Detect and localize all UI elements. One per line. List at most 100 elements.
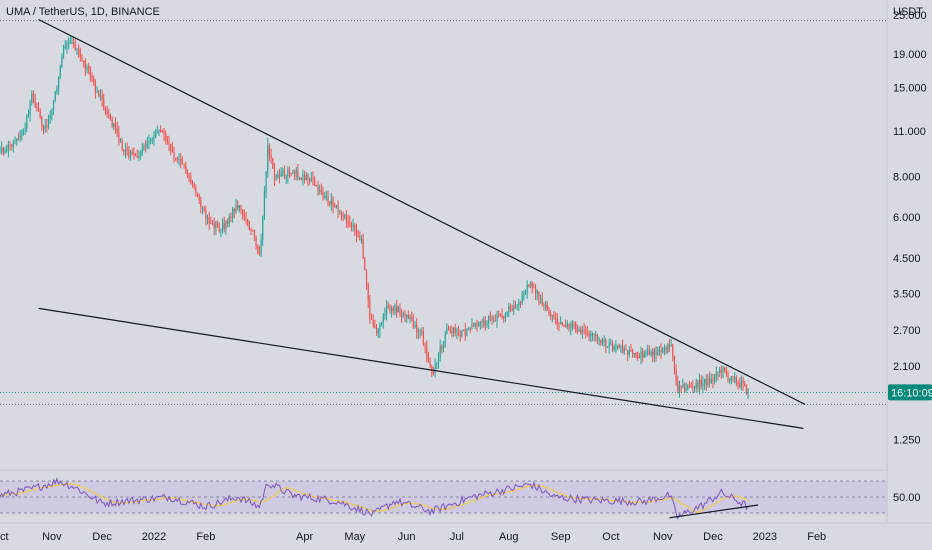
price-axis[interactable]: 25.000 19.000 15.000 11.000 8.000 6.000 4.500 3… bbox=[893, 10, 927, 504]
currency-label: USDT bbox=[893, 6, 923, 18]
candle-body bbox=[146, 142, 148, 148]
candle bbox=[22, 128, 25, 136]
candle bbox=[384, 307, 386, 320]
candle-body bbox=[270, 154, 272, 159]
candle-body bbox=[647, 351, 649, 353]
candle-body bbox=[414, 324, 416, 328]
candle-body bbox=[630, 349, 632, 352]
candle-body bbox=[556, 319, 558, 324]
candle bbox=[330, 193, 332, 211]
candle-body bbox=[429, 362, 431, 366]
trendlines-layer[interactable] bbox=[38, 18, 806, 429]
candle-body bbox=[362, 239, 364, 259]
candle-body bbox=[568, 324, 570, 329]
candle-body bbox=[190, 178, 192, 183]
candle bbox=[74, 38, 76, 52]
candle-body bbox=[31, 93, 33, 104]
candle-body bbox=[581, 329, 584, 333]
time-axis[interactable]: Oct Nov Dec 2022 Feb Apr May Jun Jul Aug Sep Oct Nov… bbox=[0, 531, 826, 543]
candle-body bbox=[186, 171, 189, 177]
candle-body bbox=[588, 332, 590, 337]
candle-body bbox=[601, 341, 604, 343]
trendline-upper[interactable] bbox=[38, 18, 806, 405]
candle bbox=[688, 380, 691, 389]
candle-body bbox=[565, 325, 567, 327]
candle-body bbox=[211, 223, 214, 225]
candles-layer[interactable] bbox=[0, 35, 749, 400]
candle-body bbox=[59, 67, 61, 78]
candle bbox=[663, 344, 666, 356]
candle bbox=[108, 108, 110, 119]
candle-body bbox=[121, 140, 123, 150]
candle bbox=[416, 318, 418, 339]
candle bbox=[626, 349, 629, 362]
candle-body bbox=[620, 346, 622, 349]
candle-body bbox=[481, 322, 483, 324]
candle-body bbox=[312, 178, 314, 180]
candle-body bbox=[660, 348, 662, 353]
candle-body bbox=[409, 316, 411, 319]
time-tick-label: Jun bbox=[398, 531, 416, 543]
candle bbox=[198, 193, 200, 204]
candle bbox=[401, 308, 403, 323]
candle bbox=[745, 384, 748, 395]
horizontal-lines-layer bbox=[0, 20, 887, 405]
candle bbox=[297, 163, 299, 181]
candle bbox=[315, 185, 317, 187]
candle-body bbox=[650, 351, 652, 356]
candle-body bbox=[720, 370, 722, 373]
candle-body bbox=[421, 331, 423, 333]
candle-body bbox=[404, 313, 406, 317]
candle-body bbox=[298, 177, 301, 179]
candle-body bbox=[452, 327, 455, 334]
candle-body bbox=[401, 315, 403, 317]
candle bbox=[464, 322, 466, 341]
candle bbox=[305, 172, 307, 181]
candle bbox=[519, 300, 522, 308]
candle-body bbox=[566, 324, 568, 327]
candle bbox=[215, 220, 217, 235]
candle-body bbox=[11, 144, 13, 147]
candle-body bbox=[406, 314, 408, 317]
candle bbox=[2, 146, 4, 157]
candle-body bbox=[148, 140, 150, 143]
candle-body bbox=[380, 322, 383, 325]
candle-body bbox=[357, 235, 359, 237]
candle-body bbox=[698, 379, 701, 389]
candle bbox=[272, 157, 274, 170]
candle-body bbox=[596, 335, 599, 341]
candle-body bbox=[469, 329, 471, 331]
candle bbox=[429, 357, 431, 369]
trendline-lower[interactable] bbox=[38, 307, 804, 429]
candle bbox=[456, 327, 458, 339]
candle-body bbox=[621, 346, 624, 353]
candle-body bbox=[354, 225, 356, 231]
candle-body bbox=[499, 314, 502, 316]
candle-body bbox=[712, 378, 714, 382]
candle bbox=[312, 171, 314, 186]
time-tick-label: Dec bbox=[703, 531, 723, 543]
candle-body bbox=[369, 301, 371, 320]
candle bbox=[98, 89, 100, 98]
candle-body bbox=[267, 144, 269, 172]
candle-body bbox=[292, 172, 294, 174]
candle bbox=[715, 366, 717, 383]
candle-body bbox=[459, 334, 461, 337]
price-badge-background bbox=[888, 384, 932, 401]
candle bbox=[693, 385, 696, 393]
candle bbox=[426, 340, 428, 363]
candle bbox=[580, 326, 582, 335]
candle bbox=[173, 146, 175, 163]
candle bbox=[134, 152, 137, 157]
candle-body bbox=[493, 320, 495, 322]
rsi-divergence-line[interactable] bbox=[669, 504, 759, 519]
candle-body bbox=[84, 60, 86, 70]
candle-body bbox=[273, 167, 276, 181]
candle-body bbox=[364, 258, 366, 271]
candle bbox=[702, 376, 704, 394]
candle-body bbox=[150, 139, 152, 141]
candle-body bbox=[96, 90, 98, 93]
candle-body bbox=[583, 329, 585, 332]
